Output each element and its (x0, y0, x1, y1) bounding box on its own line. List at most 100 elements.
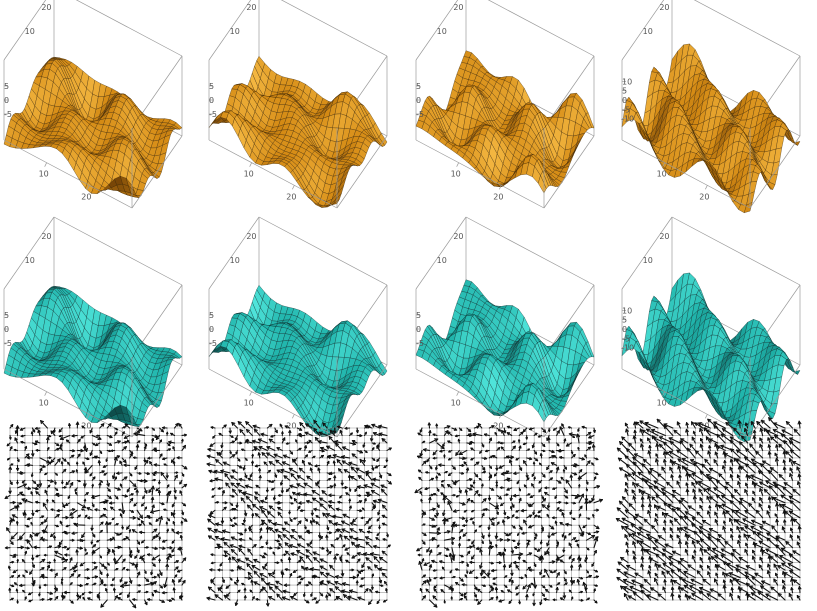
vector-arrow (28, 599, 33, 603)
vector-arrow (328, 436, 336, 444)
vector-arrow (229, 494, 235, 498)
vector-arrow (114, 476, 118, 481)
vector-arrow (181, 464, 188, 470)
vector-arrow (54, 487, 59, 491)
vector-arrow (253, 558, 261, 564)
vector-arrow (248, 537, 253, 541)
vector-arrow (46, 447, 50, 451)
vector-arrow (270, 487, 276, 491)
vector-arrow (150, 496, 155, 504)
vector-arrow (24, 569, 28, 573)
vector-arrow (35, 509, 41, 513)
vector-arrow (221, 506, 227, 511)
vector-arrow (103, 583, 108, 587)
z-tick-label: -10 (621, 344, 634, 353)
vector-arrow (340, 569, 345, 577)
vector-arrow (76, 438, 81, 444)
vector-arrow (65, 479, 71, 486)
vector-arrow (121, 524, 124, 530)
vector-arrow (112, 536, 116, 541)
vector-arrow (114, 532, 120, 536)
vector-arrow (51, 499, 56, 504)
vector-arrow (54, 514, 60, 519)
vector-arrow (348, 487, 352, 492)
surface-mesh (415, 279, 595, 423)
vector-arrow (296, 475, 306, 481)
vector-arrow (272, 551, 276, 556)
vector-arrow (207, 447, 216, 452)
vector-arrow (84, 583, 89, 586)
vector-arrow (44, 517, 48, 523)
vector-arrow (91, 566, 98, 571)
vector-arrow (141, 539, 146, 544)
vector-arrow (69, 454, 75, 459)
vector-arrow (114, 523, 119, 526)
vector-arrow (285, 487, 291, 493)
vector-arrow (75, 549, 79, 556)
vector-arrow (143, 445, 147, 451)
vector-arrow (144, 590, 149, 594)
vector-arrow (281, 461, 291, 466)
vector-arrow (106, 434, 113, 439)
vector-arrow (112, 577, 116, 581)
vector-arrow (16, 574, 21, 579)
vector-arrow (69, 582, 73, 586)
vector-arrow (91, 532, 96, 538)
z-tick-label: 10 (622, 77, 632, 86)
vector-arrow (126, 568, 131, 572)
vector-arrow (69, 599, 74, 604)
vector-arrow (259, 535, 263, 541)
y-tick-label: 10 (643, 27, 653, 36)
vector-arrow (84, 547, 87, 552)
vector-arrow (18, 532, 26, 540)
vector-arrow (275, 580, 283, 586)
vector-arrow (86, 516, 93, 520)
vector-arrow (46, 484, 51, 489)
vector-arrow (23, 512, 27, 519)
z-tick-label: -5 (416, 339, 424, 348)
vector-arrow (253, 570, 261, 579)
z-tick-label: -5 (622, 105, 630, 114)
vector-arrow (252, 424, 261, 429)
vector-arrow (328, 493, 336, 498)
vector-arrow (251, 453, 254, 459)
vector-arrow (24, 445, 28, 451)
vector-arrow (285, 442, 291, 445)
vector-arrow (181, 433, 187, 437)
vector-arrow (268, 438, 276, 444)
vector-arrow (172, 460, 176, 466)
vector-arrow (114, 494, 119, 500)
y-tick-label: 10 (230, 256, 240, 265)
vector-arrow (225, 584, 231, 589)
vector-arrow (304, 599, 310, 604)
vector-grid (214, 427, 388, 601)
vector-arrow (274, 472, 278, 478)
vector-arrow (166, 431, 169, 437)
vector-arrow (91, 494, 101, 499)
vector-arrow (106, 547, 111, 552)
vector-arrow (333, 556, 337, 564)
vector-arrow (176, 569, 183, 573)
vector-arrow (259, 588, 263, 594)
vector-arrow (16, 479, 19, 485)
vector-arrow (289, 484, 298, 489)
vector-arrow (20, 440, 26, 444)
vector-arrow (280, 571, 285, 579)
vector-arrow (46, 499, 49, 504)
vector-arrow (111, 549, 116, 556)
x-tick-label: 10 (244, 399, 254, 408)
vector-arrow (171, 528, 176, 534)
vector-arrow (236, 558, 246, 564)
vector-arrow (69, 516, 74, 519)
vector-arrow (288, 544, 298, 549)
vector-arrow (326, 524, 330, 531)
vector-arrow (173, 560, 179, 564)
vector-arrow (19, 427, 26, 431)
vector-arrow (210, 561, 216, 565)
vector-arrow (329, 588, 336, 594)
vector-arrow (135, 489, 139, 496)
vector-arrow (334, 553, 339, 557)
vector-arrow (236, 589, 241, 594)
vector-arrow (173, 574, 178, 579)
vector-arrow (289, 502, 294, 505)
